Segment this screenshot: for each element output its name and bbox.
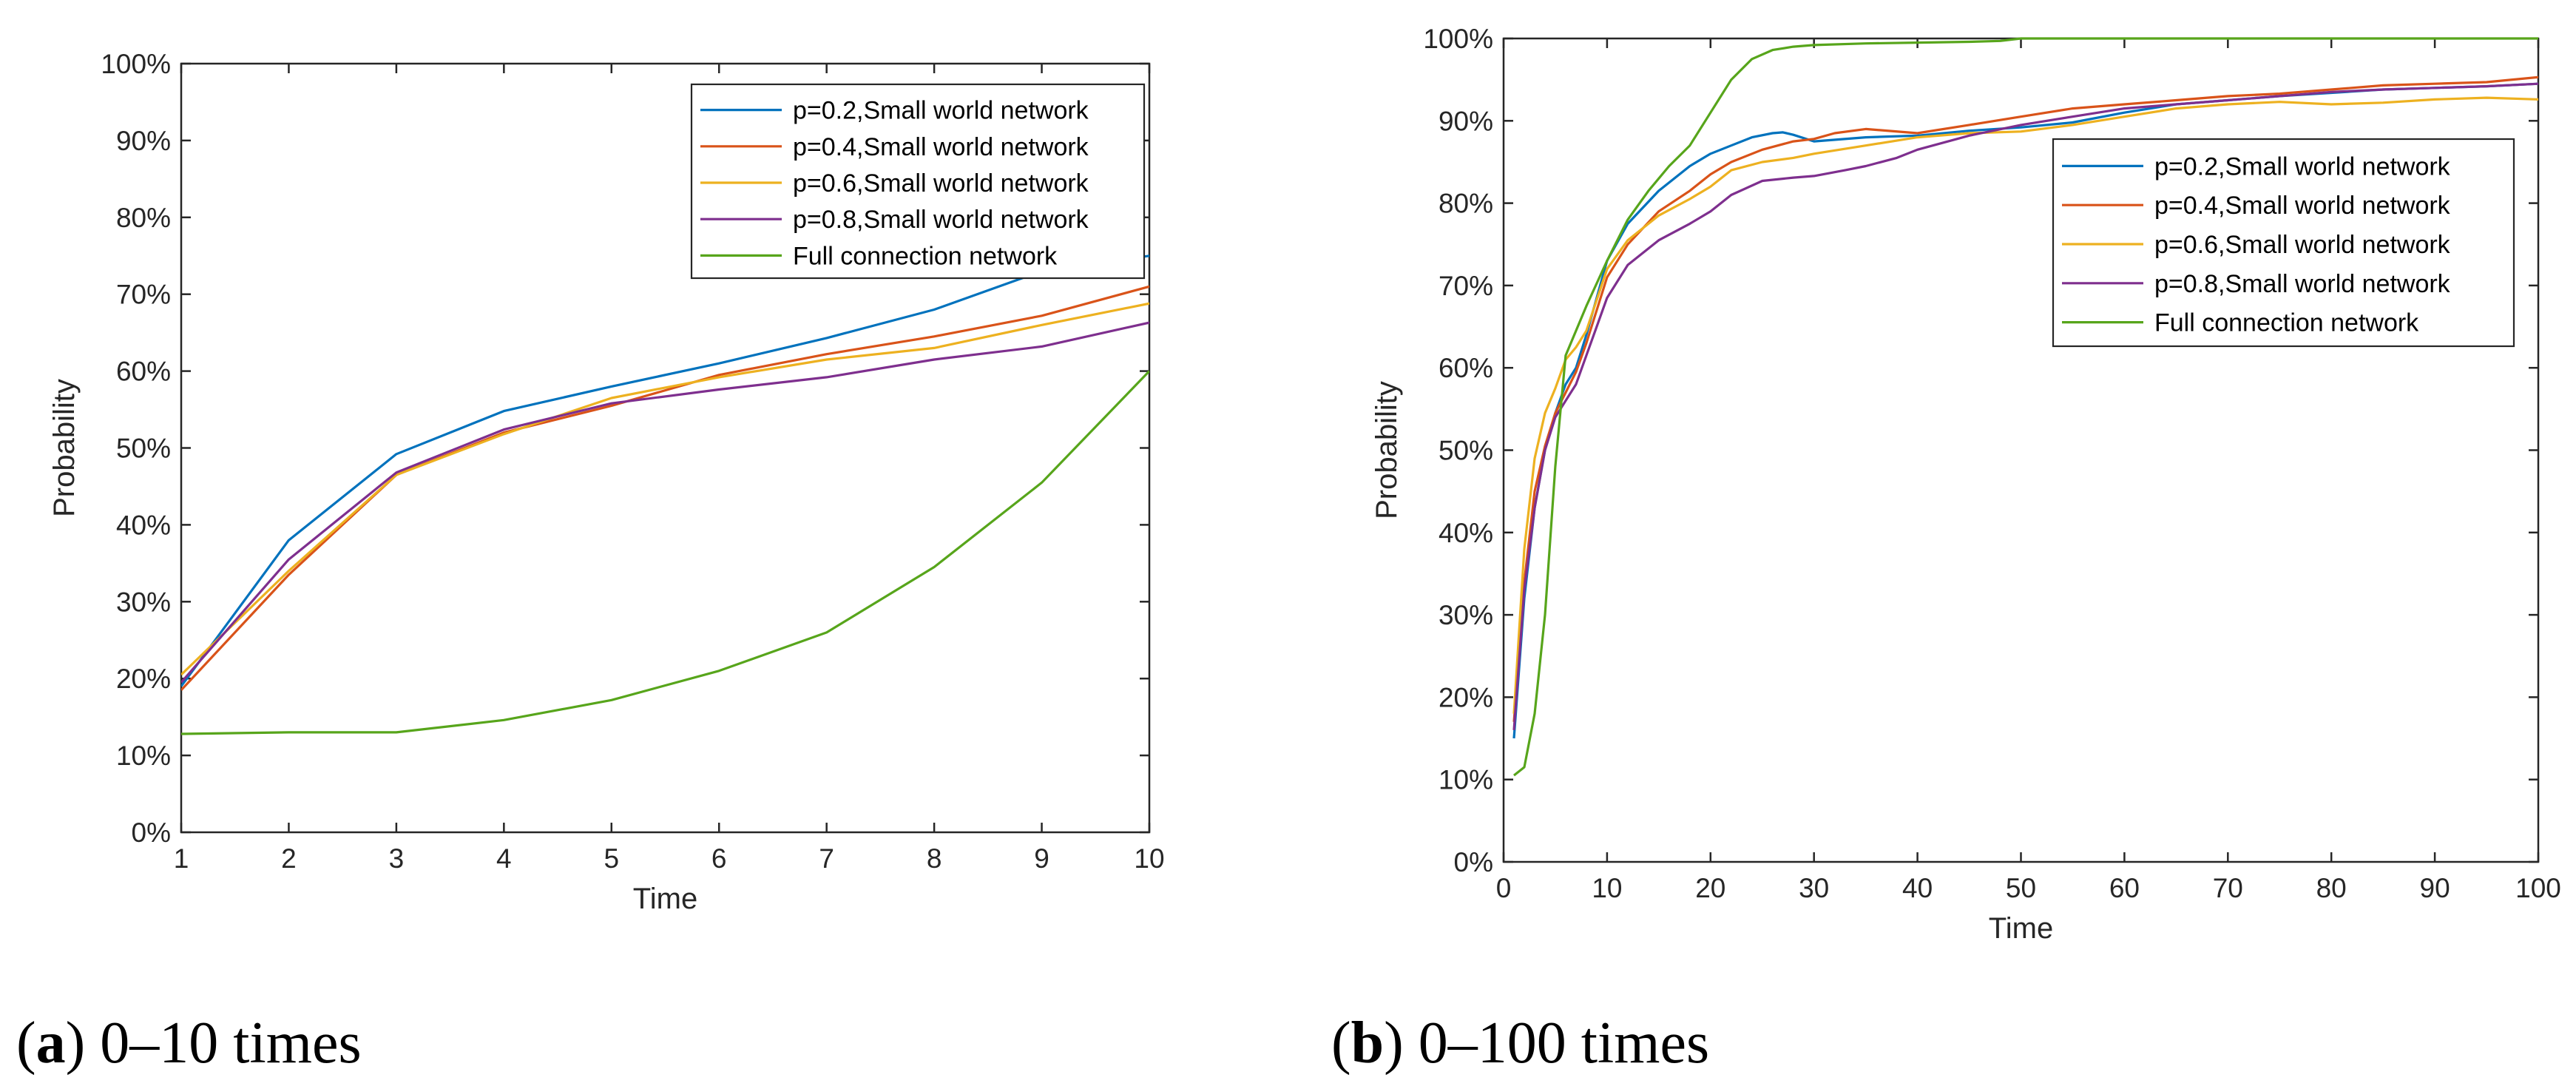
x-tick-label: 8: [927, 843, 942, 874]
caption-b-letter: b: [1350, 1011, 1385, 1076]
legend-label: p=0.6,Small world network: [2154, 231, 2451, 259]
y-tick-label: 0%: [132, 817, 171, 848]
y-tick-label: 80%: [116, 203, 171, 233]
y-axis-label: Probability: [1370, 381, 1403, 519]
caption-b: (b) 0–100 times: [1331, 1011, 1710, 1076]
x-tick-label: 90: [2420, 873, 2450, 903]
y-tick-label: 10%: [1439, 765, 1493, 795]
series-lines: [181, 254, 1149, 735]
caption-a-text: 0–10 times: [85, 1011, 362, 1076]
x-tick-label: 0: [1496, 873, 1512, 903]
legend: p=0.2,Small world network p=0.4,Small wor…: [2052, 138, 2515, 348]
x-tick-label: 1: [174, 843, 189, 874]
x-tick-label: 2: [281, 843, 297, 874]
x-tick-label: 9: [1034, 843, 1049, 874]
x-tick-label: 60: [2109, 873, 2140, 903]
chart-b: 0% 10% 20% 30% 40% 50% 60% 70% 80% 90% 100% 0 10 20 30…: [1370, 24, 2561, 945]
series-line-full: [1513, 37, 2538, 777]
x-tick-label: 5: [604, 843, 619, 874]
caption-a: (a) 0–10 times: [16, 1011, 362, 1076]
y-tick-label: 0%: [1454, 847, 1493, 877]
series-line-p06: [181, 302, 1149, 676]
x-tick-label: 4: [496, 843, 512, 874]
series-line-p04: [1512, 75, 2538, 722]
x-tick-label: 10: [1134, 843, 1164, 874]
x-axis-label: Time: [1989, 912, 2053, 945]
legend-box: [2052, 138, 2515, 348]
x-tick-label: 100: [2515, 873, 2561, 903]
y-tick-label: 70%: [116, 280, 171, 310]
y-tick-label: 10%: [116, 741, 171, 771]
series-line-full: [181, 370, 1149, 735]
x-tick-label: 50: [2006, 873, 2036, 903]
y-tick-label: 60%: [1439, 353, 1493, 383]
x-tick-label: 3: [389, 843, 405, 874]
x-tick-label: 10: [1592, 873, 1622, 903]
legend-label: Full connection network: [793, 242, 1058, 270]
legend-label: p=0.2,Small world network: [2154, 152, 2451, 181]
y-tick-label: 20%: [116, 664, 171, 694]
y-tick-label: 20%: [1439, 682, 1493, 712]
legend-label: Full connection network: [2154, 309, 2419, 337]
x-tick-label: 7: [819, 843, 834, 874]
chart-a: 0% 10% 20% 30% 40% 50% 60% 70% 80% 90% 100% 1 2 3 4 5 6 7…: [48, 49, 1165, 915]
y-tick-label: 30%: [1439, 600, 1493, 630]
series-lines: [1512, 37, 2538, 777]
y-tick-label: 100%: [101, 49, 171, 79]
legend-label: p=0.4,Small world network: [793, 133, 1089, 161]
y-tick-label: 50%: [1439, 436, 1493, 466]
y-tick-label: 40%: [1439, 518, 1493, 548]
x-tick-label: 70: [2213, 873, 2243, 903]
series-line-p02: [181, 254, 1149, 687]
caption-b-text: 0–100 times: [1403, 1011, 1710, 1076]
legend: p=0.2,Small world network p=0.4,Small wor…: [690, 83, 1146, 280]
x-tick-label: 6: [711, 843, 727, 874]
series-line-p08: [181, 321, 1149, 684]
series-line-p08: [1512, 82, 2538, 731]
y-tick-label: 70%: [1439, 271, 1493, 301]
x-axis-label: Time: [633, 883, 697, 915]
legend-box: [690, 83, 1146, 280]
y-tick-label: 90%: [116, 126, 171, 156]
legend-label: p=0.8,Small world network: [2154, 270, 2451, 298]
x-tick-label: 30: [1799, 873, 1829, 903]
y-tick-label: 60%: [116, 357, 171, 387]
y-tick-label: 30%: [116, 587, 171, 617]
y-tick-label: 100%: [1423, 24, 1493, 54]
y-tick-label: 90%: [1439, 106, 1493, 136]
y-tick-label: 50%: [116, 434, 171, 464]
y-axis-label: Probability: [48, 379, 81, 517]
x-tick-label: 80: [2316, 873, 2347, 903]
x-tick-label: 40: [1902, 873, 1933, 903]
legend-label: p=0.2,Small world network: [793, 97, 1089, 125]
legend-label: p=0.6,Small world network: [793, 169, 1089, 198]
x-tick-label: 20: [1695, 873, 1725, 903]
legend-label: p=0.4,Small world network: [2154, 192, 2451, 220]
legend-label: p=0.8,Small world network: [793, 206, 1089, 234]
series-line-p04: [181, 285, 1149, 691]
y-tick-label: 80%: [1439, 189, 1493, 219]
y-tick-label: 40%: [116, 510, 171, 540]
caption-a-letter: a: [36, 1011, 66, 1076]
